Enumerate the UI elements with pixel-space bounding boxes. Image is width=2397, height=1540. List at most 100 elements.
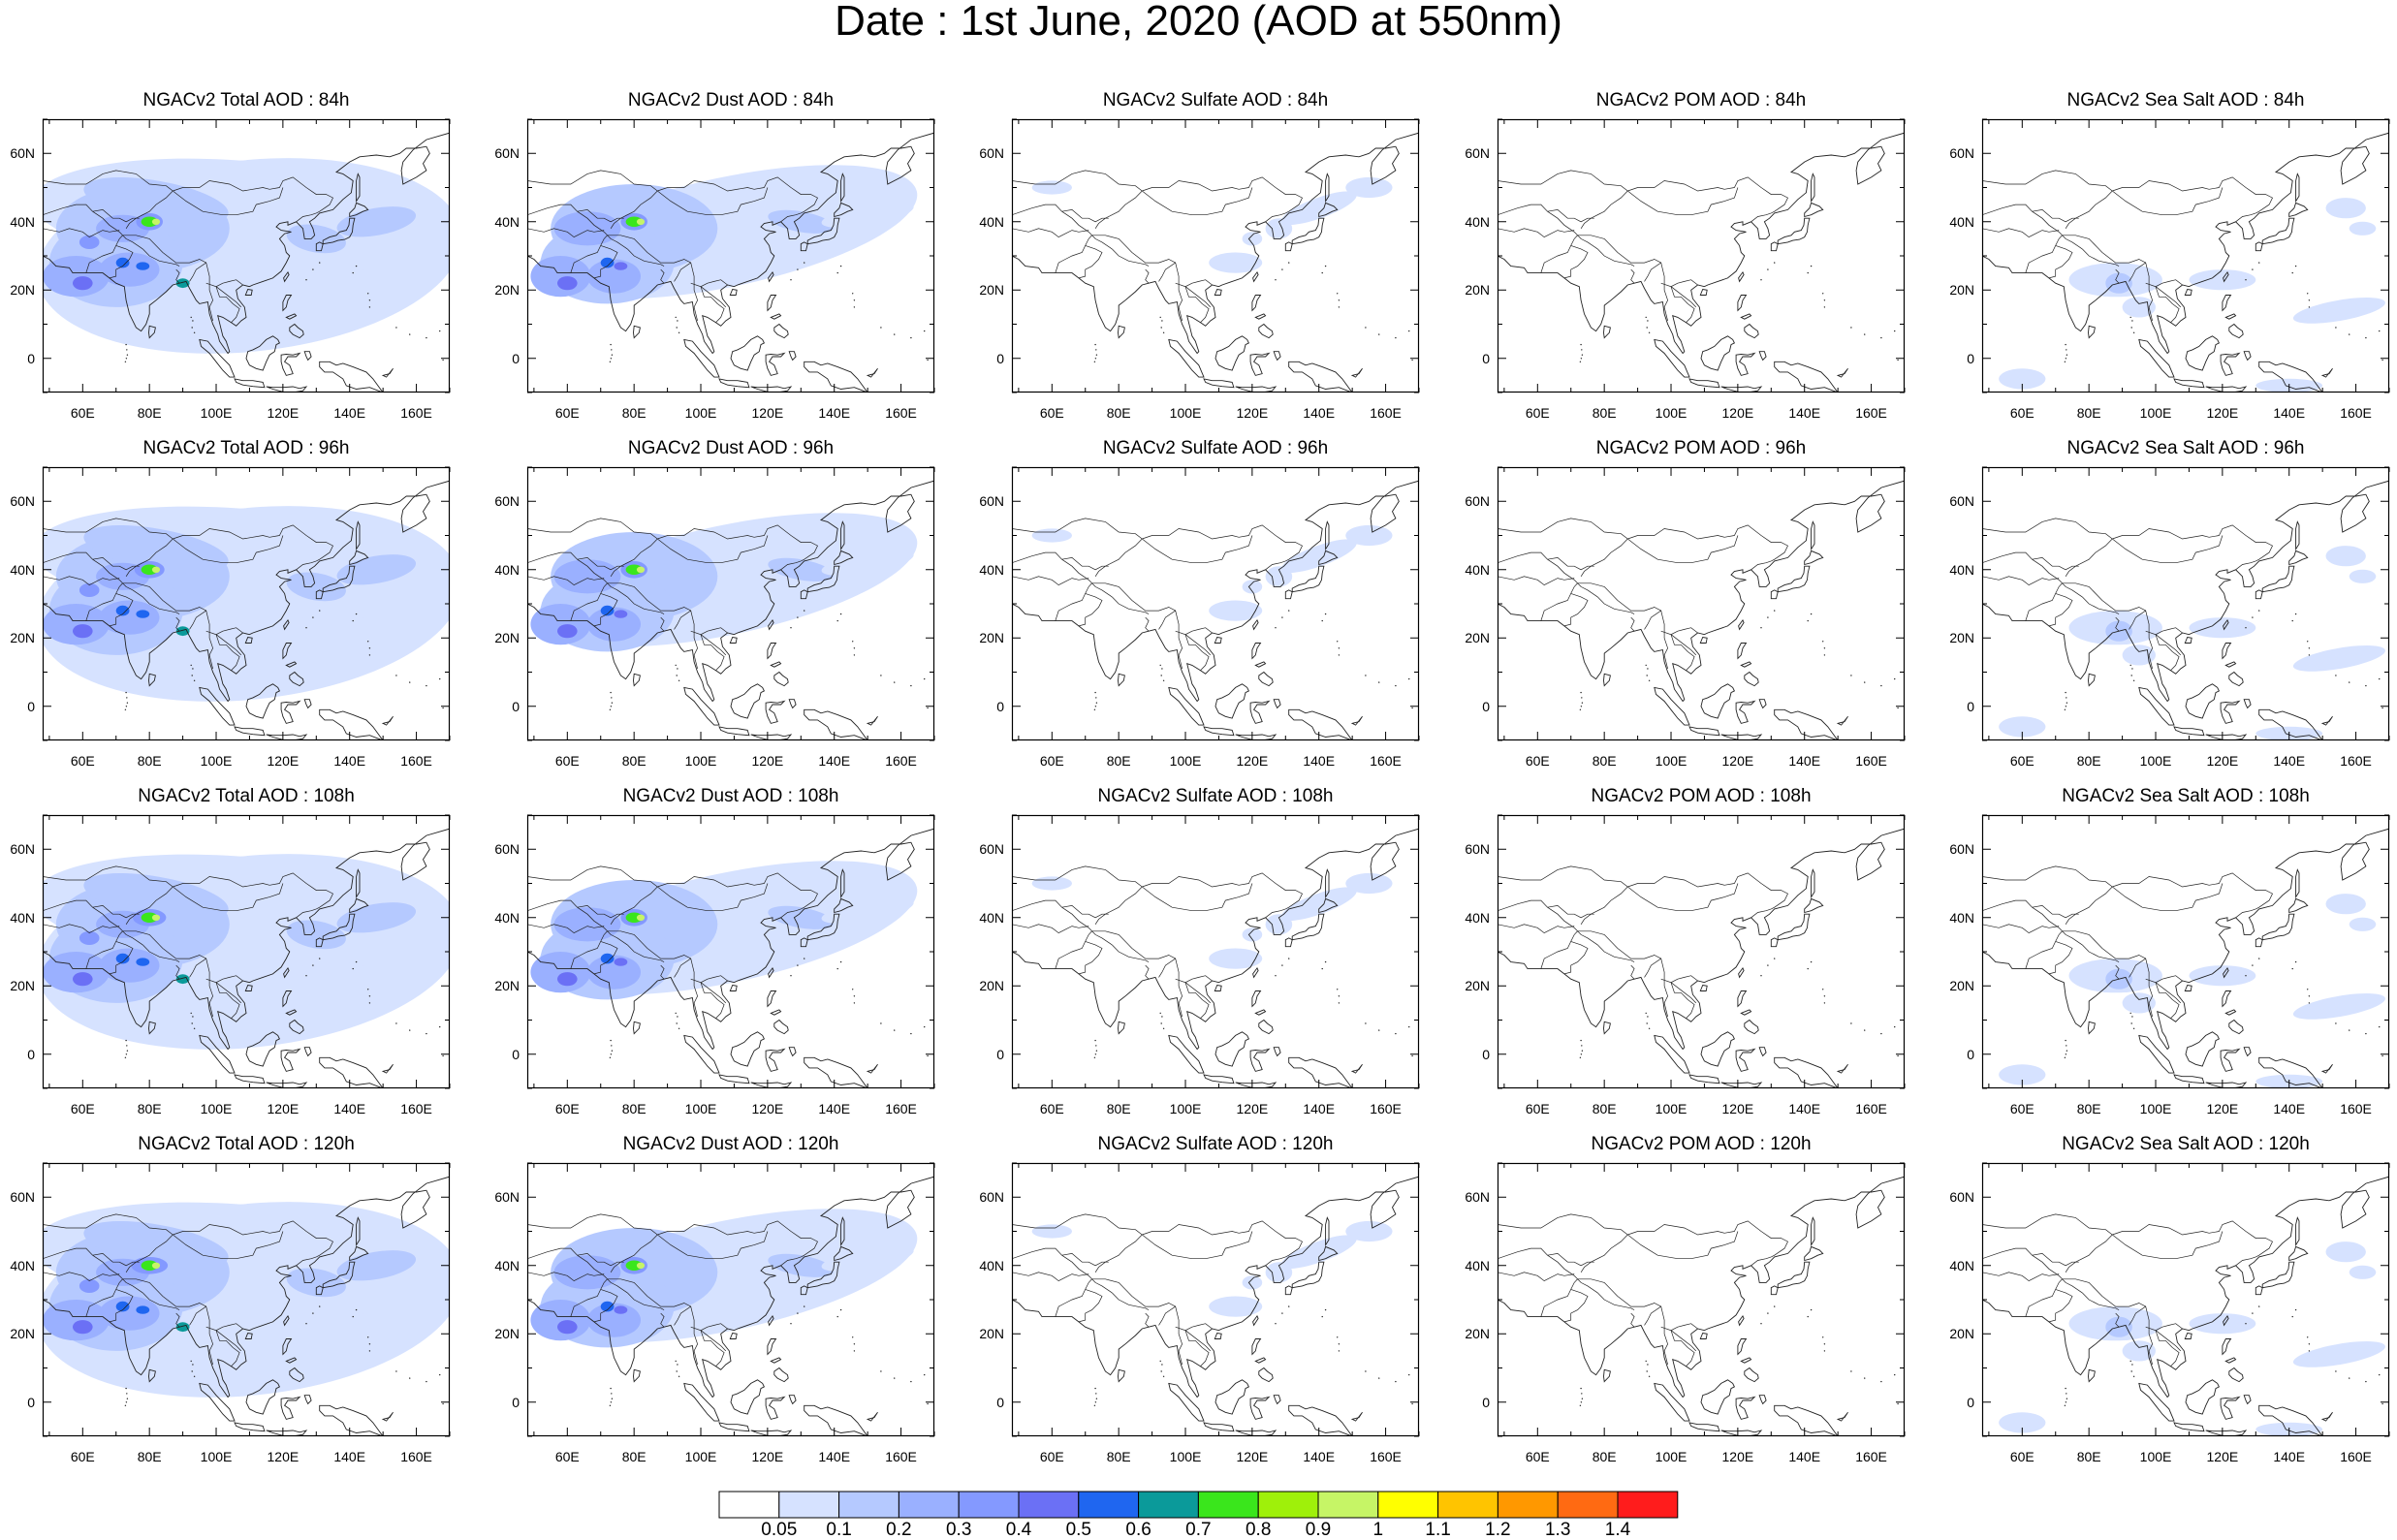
aod-plume [141,912,158,924]
panel-title: NGACv2 Sulfate AOD : 96h [1102,438,1329,458]
y-tick-label: 40N [494,213,520,230]
x-tick-label: 80E [2076,1101,2101,1116]
x-tick-label: 140E [1303,405,1336,421]
x-tick-label: 120E [1236,1101,1269,1116]
colorbar-boxes [718,1491,1679,1519]
x-tick-label: 160E [1370,1101,1402,1116]
y-tick-label: 40N [1465,213,1490,230]
aod-plume [151,566,161,573]
x-tick-label: 100E [1169,405,1202,421]
y-tick-label: 40N [494,909,520,926]
x-tick-label: 140E [1788,753,1821,769]
aod-plume [2349,569,2377,583]
y-tick-label: 0 [1482,1394,1490,1410]
colorbar-label: 0.1 [826,1520,852,1540]
x-tick-label: 80E [1592,405,1617,421]
aod-plume [99,948,160,983]
aod-plume [2325,894,2366,915]
aod-plume [1280,191,1357,225]
x-tick-label: 80E [621,1449,647,1464]
coastline-layer [1498,828,1905,1088]
aod-plume [821,897,914,925]
colorbar-label: 0.5 [1065,1520,1091,1540]
x-tick-label: 100E [684,405,717,421]
x-tick-label: 100E [684,1101,717,1116]
x-tick-label: 140E [1303,1449,1336,1464]
aod-plume [136,610,150,618]
tick-marks [43,466,451,741]
aod-plume [625,564,643,576]
aod-plume [43,952,110,993]
aod-plume [2292,298,2385,324]
x-tick-label: 100E [2139,753,2172,769]
tick-marks [1012,118,1420,393]
aod-map [1011,466,1420,741]
x-tick-label: 120E [2206,753,2239,769]
colorbar-box [1437,1491,1498,1519]
x-tick-label: 120E [1236,405,1269,421]
plot-frame [1011,466,1420,741]
panel-title: NGACv2 Dust AOD : 120h [622,1134,839,1154]
panel-title: NGACv2 POM AOD : 120h [1591,1134,1812,1154]
plot-frame [1497,1162,1906,1437]
aod-plume [600,605,615,616]
colorbar-box [1018,1491,1080,1519]
y-tick-label: 20N [1465,282,1490,299]
aod-plume [115,1301,130,1312]
y-tick-label: 20N [494,630,520,646]
aod-plume [1280,1235,1357,1269]
coastline-layer [527,480,934,740]
aod-plume [336,206,417,237]
aod-plume [2189,1313,2256,1335]
coastline-layer [43,1176,450,1436]
colorbar-box [958,1491,1020,1519]
y-tick-label: 60N [1465,841,1490,858]
x-tick-label: 60E [2009,1101,2034,1116]
y-tick-label: 60N [494,1189,520,1206]
aod-plume [73,1320,93,1335]
aod-plume [2292,993,2385,1020]
x-tick-label: 60E [70,405,95,421]
coastline-layer [1012,132,1419,393]
aod-plume [553,559,621,594]
colorbar: 0.05 0.1 0.2 0.3 0.4 0.5 0.6 0.7 0.8 0.9 1 1.1 1.2 1.… [718,1491,1679,1540]
panel-title: NGACv2 Total AOD : 84h [142,90,350,110]
x-tick-label: 80E [137,405,162,421]
tick-marks [1498,466,1906,741]
y-tick-label: 20N [494,1326,520,1342]
aod-plume [557,1320,578,1335]
x-tick-label: 100E [684,753,717,769]
y-tick-label: 0 [996,1394,1004,1410]
colorbar-label: 1.3 [1544,1520,1571,1540]
aod-plume [79,582,100,597]
figure-title: Date : 1st June, 2020 (AOD at 550nm) [835,0,1562,45]
y-tick-label: 40N [979,561,1004,578]
x-tick-label: 80E [2076,1449,2101,1464]
aod-plume [1209,1296,1263,1317]
colorbar-box [1317,1491,1379,1519]
x-tick-label: 100E [1655,1101,1687,1116]
plot-frame [1497,466,1906,741]
tick-marks [1982,814,2390,1089]
aod-plume [768,1253,835,1277]
aod-plume [1209,600,1263,621]
x-tick-label: 140E [2273,1101,2306,1116]
x-tick-label: 120E [267,405,300,421]
x-tick-label: 160E [2340,405,2372,421]
aod-plume [289,1309,377,1337]
aod-plume [115,257,130,268]
x-tick-label: 60E [554,753,580,769]
aod-plume [1031,528,1072,543]
aod-plume [175,1322,190,1333]
x-tick-label: 120E [267,1449,300,1464]
x-tick-label: 140E [2273,405,2306,421]
aod-plume [73,624,93,639]
aod-plume [625,1260,643,1272]
x-tick-label: 120E [1721,1101,1754,1116]
aod-map [42,118,451,393]
aod-plume [2325,546,2366,567]
colorbar-label: 0.8 [1245,1520,1272,1540]
aod-plume [587,1303,641,1337]
colorbar-box [1257,1491,1319,1519]
aod-plume [43,256,110,298]
